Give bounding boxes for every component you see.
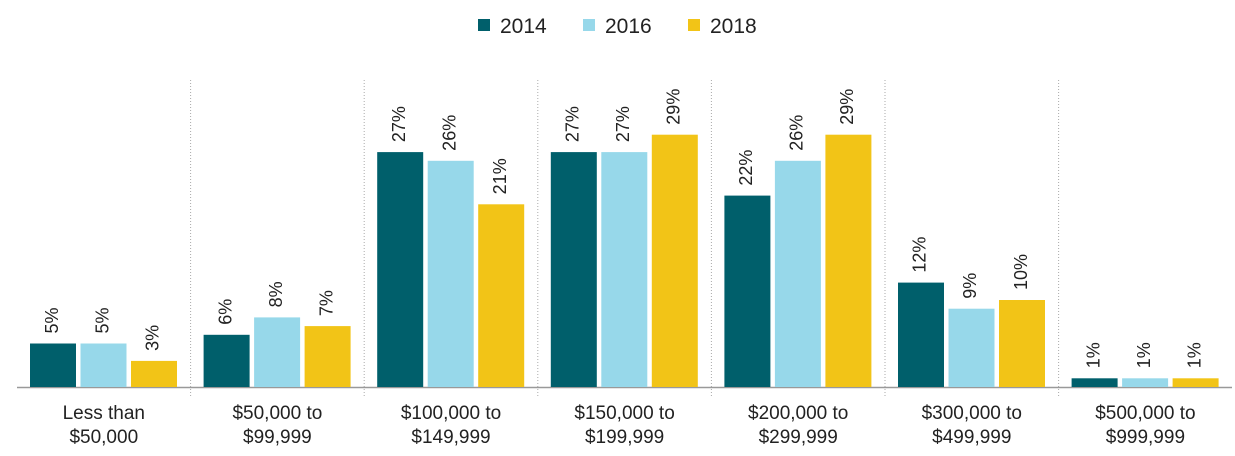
- data-label: 27%: [563, 106, 583, 142]
- bar: [550, 152, 597, 387]
- data-label: 26%: [787, 115, 807, 151]
- legend-swatch: [583, 19, 595, 31]
- bar: [601, 152, 648, 387]
- bar: [30, 343, 76, 387]
- data-label: 5%: [92, 307, 112, 333]
- data-label: 1%: [1184, 342, 1204, 368]
- legend-swatch: [478, 19, 490, 31]
- data-label: 12%: [910, 237, 930, 273]
- data-label: 27%: [613, 106, 633, 142]
- data-label: 26%: [439, 115, 459, 151]
- data-label: 29%: [837, 89, 857, 125]
- x-tick-label: $50,000 to $99,999: [232, 403, 323, 448]
- bar: [898, 282, 944, 387]
- data-label: 21%: [490, 158, 510, 194]
- data-label: 5%: [42, 307, 62, 333]
- bar: [203, 334, 250, 387]
- bar: [1172, 378, 1219, 387]
- data-label: 6%: [215, 299, 235, 325]
- data-label: 3%: [143, 325, 163, 351]
- data-label: 22%: [736, 150, 756, 186]
- bar: [80, 343, 127, 387]
- bar: [478, 204, 525, 387]
- x-tick-label: $200,000 to $299,999: [748, 403, 849, 448]
- data-label: 8%: [266, 281, 286, 307]
- bar: [948, 308, 995, 387]
- bar: [774, 160, 821, 387]
- legend-label: 2018: [710, 15, 757, 38]
- data-label: 7%: [316, 290, 336, 316]
- legend-label: 2016: [605, 15, 652, 38]
- data-label: 1%: [1083, 342, 1103, 368]
- data-label: 10%: [1011, 254, 1031, 290]
- bar: [377, 152, 424, 387]
- bar: [254, 317, 301, 387]
- data-label: 9%: [960, 273, 980, 299]
- bar: [1071, 378, 1118, 387]
- legend-swatch: [688, 19, 700, 31]
- bar: [427, 160, 474, 387]
- x-tick-label: $500,000 to $999,999: [1095, 403, 1196, 448]
- bar: [825, 134, 872, 387]
- data-label: 27%: [389, 106, 409, 142]
- bar: [304, 326, 351, 387]
- bar: [131, 360, 177, 387]
- bar: [724, 195, 771, 387]
- x-tick-label: $300,000 to $499,999: [921, 403, 1022, 448]
- data-label: 29%: [664, 89, 684, 125]
- bar: [1122, 378, 1169, 387]
- bar: [651, 134, 698, 387]
- x-tick-label: $150,000 to $199,999: [574, 403, 675, 448]
- x-tick-label: Less than $50,000: [62, 403, 145, 448]
- x-tick-label: $100,000 to $149,999: [400, 403, 502, 448]
- bar: [999, 300, 1045, 387]
- data-label: 1%: [1134, 342, 1154, 368]
- legend-label: 2014: [500, 15, 547, 38]
